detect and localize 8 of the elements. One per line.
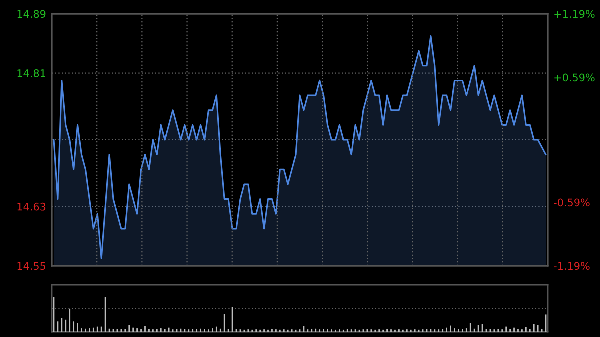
y2-tick-label: +0.59% (554, 74, 595, 82)
y2-tick-label: -1.19% (554, 262, 590, 270)
y-tick-label: 14.63 (18, 202, 46, 211)
y2-tick-label: +1.19% (554, 10, 595, 18)
y-tick-label: 14.89 (18, 10, 46, 18)
y-tick-label: 14.55 (18, 262, 46, 270)
y-tick-label: 14.81 (18, 70, 46, 78)
y2-tick-label: -0.59% (554, 198, 590, 207)
